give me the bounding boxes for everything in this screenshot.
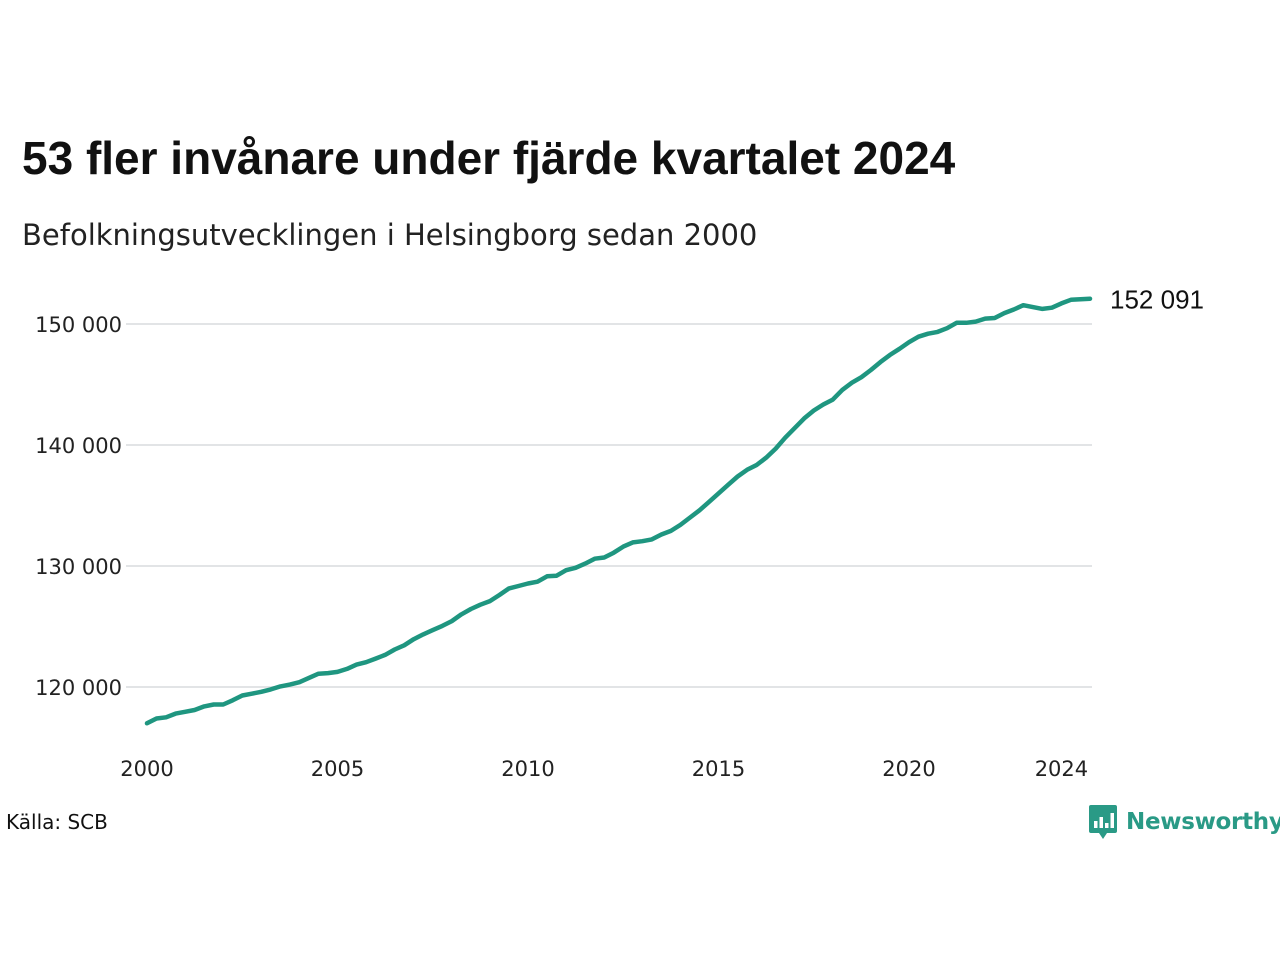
end-value-label: 152 091 (1110, 285, 1204, 315)
series-line-population (144, 296, 1093, 726)
line-chart: 120 000 130 000 140 000 150 000 2000 2005 201… (35, 285, 1204, 781)
x-tick-label: 2015 (692, 757, 745, 781)
x-tick-label: 2024 (1035, 757, 1088, 781)
x-tick-label: 2020 (882, 757, 935, 781)
chart-subtitle: Befolkningsutvecklingen i Helsingborg se… (22, 218, 758, 252)
y-tick-label: 130 000 (35, 555, 122, 579)
y-tick-label: 150 000 (35, 313, 122, 337)
x-tick-label: 2000 (120, 757, 173, 781)
newsworthy-logo-icon (1089, 805, 1117, 839)
brand-logo: Newsworthy (1088, 800, 1280, 844)
y-axis-labels: 120 000 130 000 140 000 150 000 (35, 313, 122, 700)
x-tick-label: 2005 (311, 757, 364, 781)
y-tick-label: 120 000 (35, 676, 122, 700)
y-gridlines (126, 323, 1092, 688)
brand-name: Newsworthy (1126, 809, 1280, 835)
x-axis-labels: 2000 2005 2010 2015 2020 2024 (120, 757, 1088, 781)
x-tick-label: 2010 (501, 757, 554, 781)
chart-title: 53 fler invånare under fjärde kvartalet … (22, 132, 956, 184)
y-tick-label: 140 000 (35, 434, 122, 458)
source-note: Källa: SCB (6, 810, 108, 834)
